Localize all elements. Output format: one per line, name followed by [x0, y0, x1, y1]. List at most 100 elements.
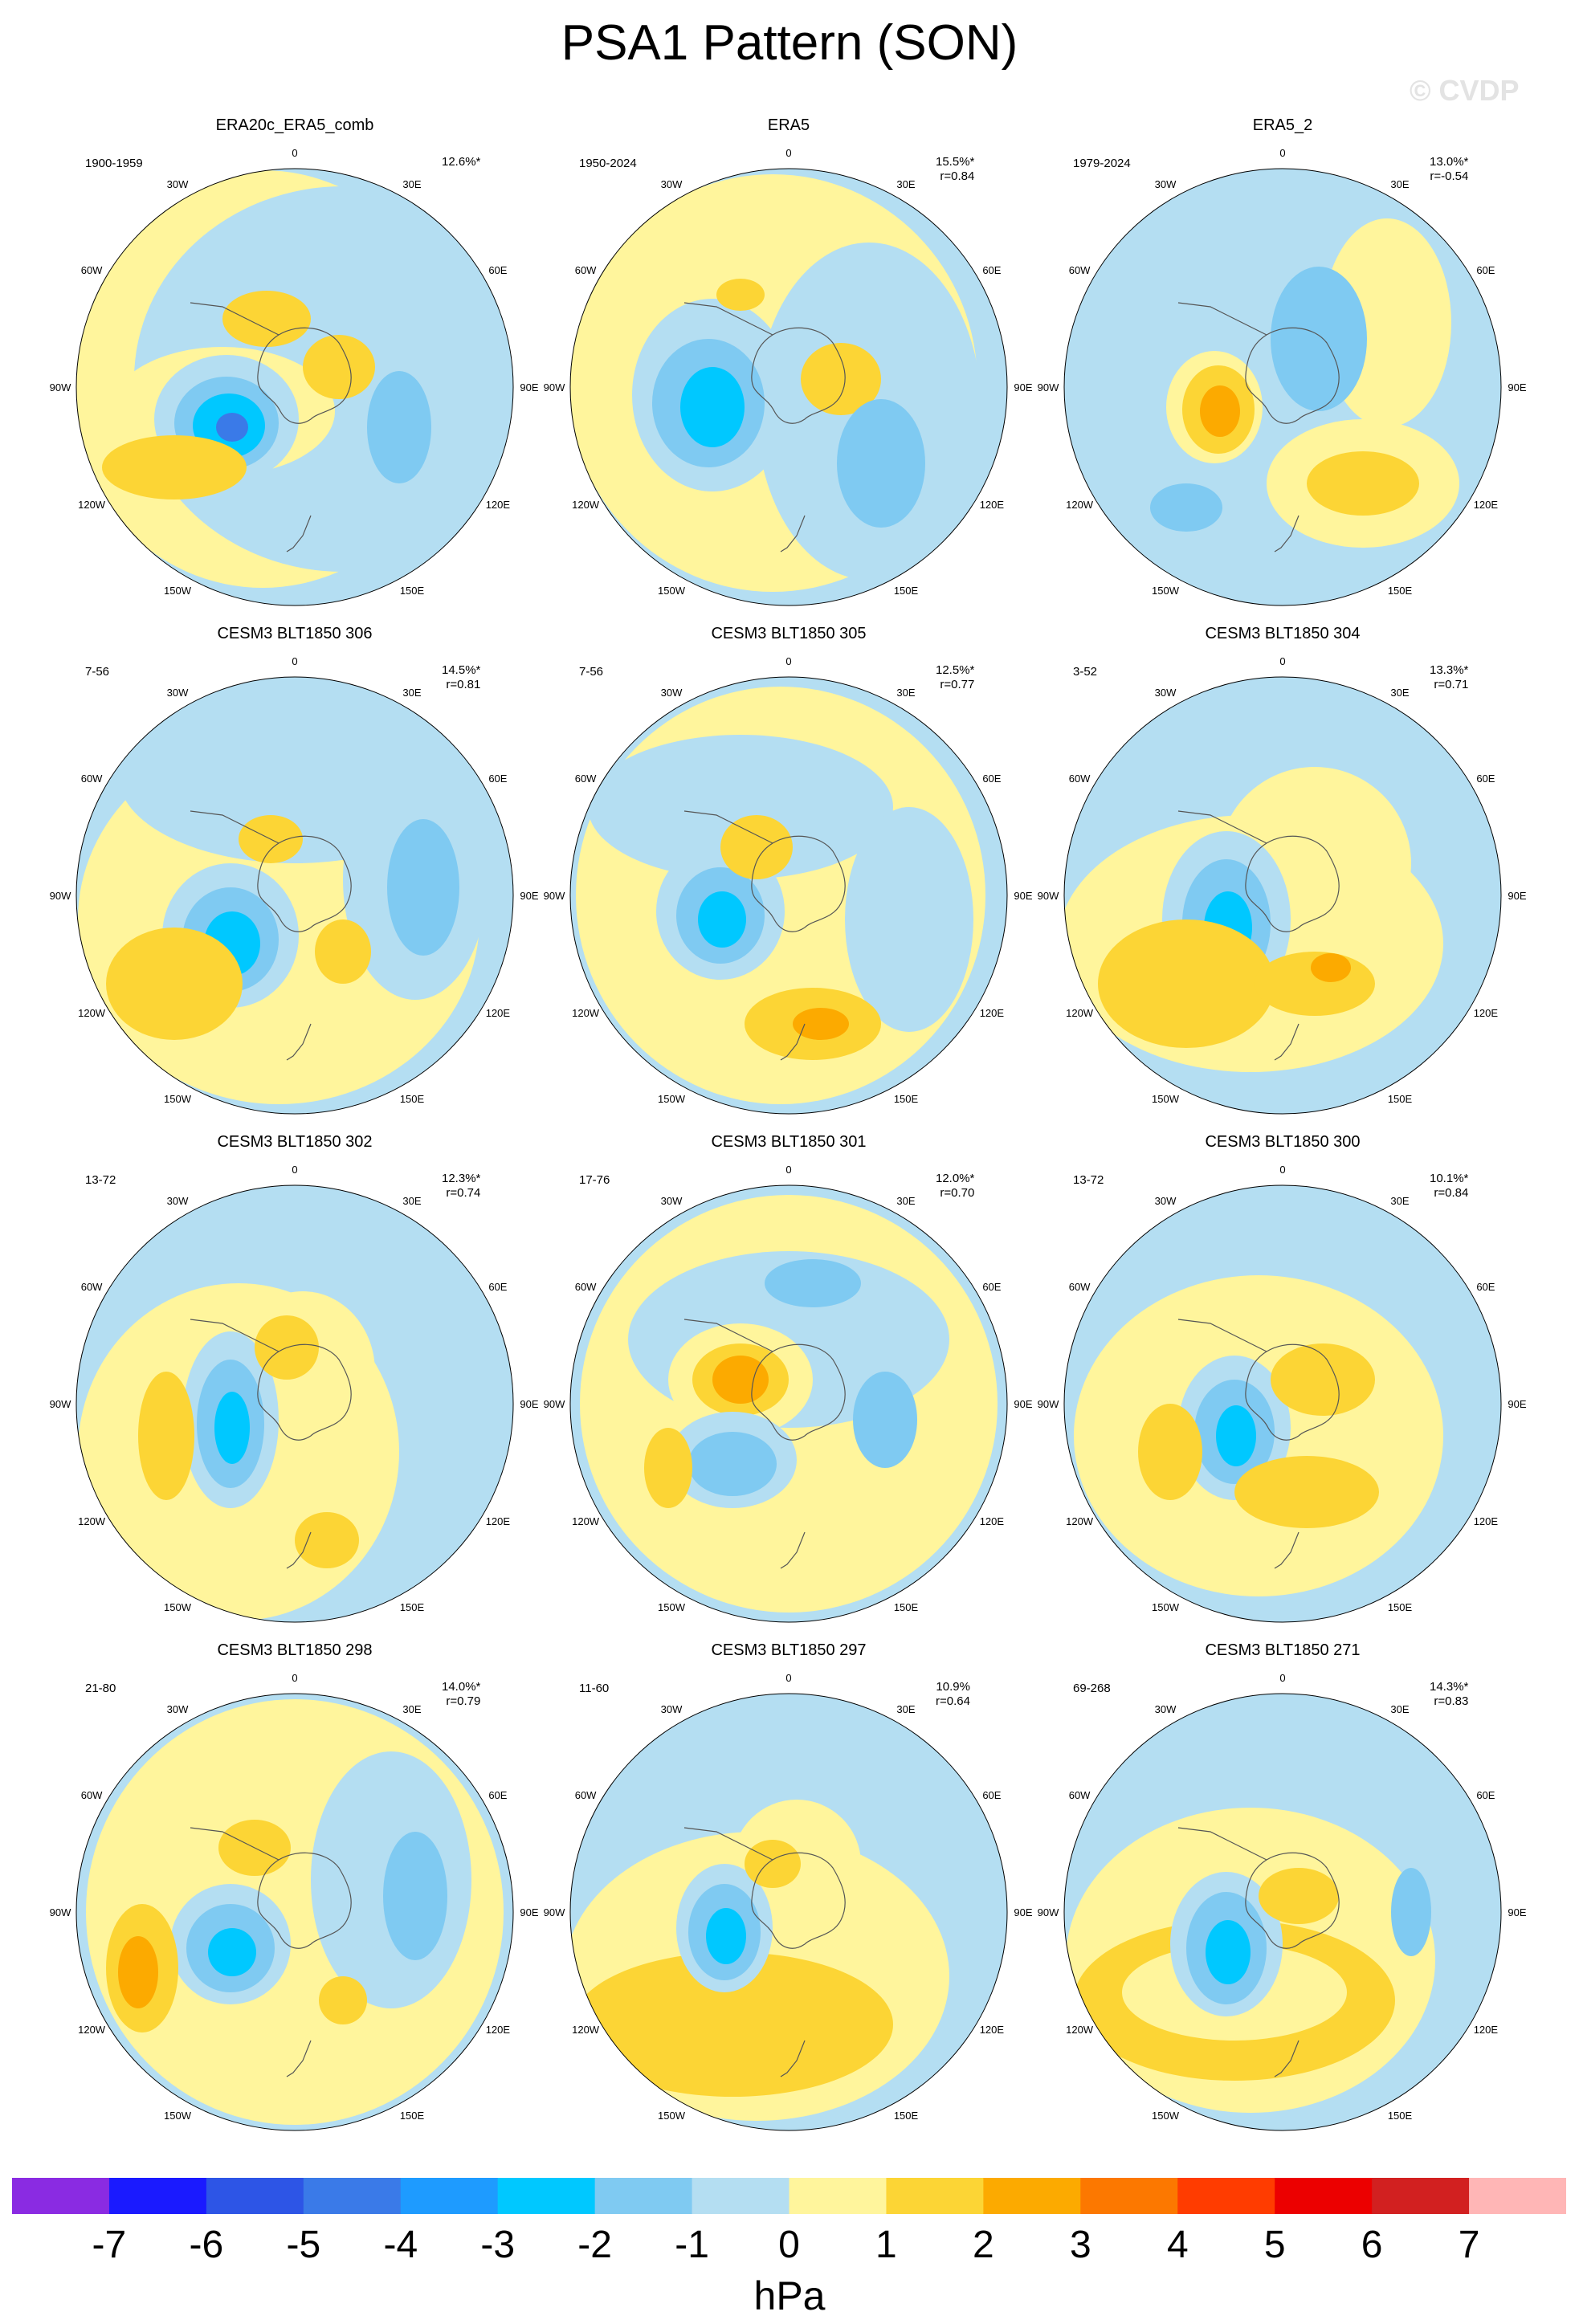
colorbar-swatch: [1177, 2178, 1275, 2214]
longitude-label: 30W: [661, 687, 683, 699]
new-zealand-coastline: [780, 1023, 806, 1061]
negative-anomaly-contour: [216, 413, 248, 442]
panel-period: 7-56: [85, 665, 110, 679]
positive-anomaly-contour: [138, 1372, 194, 1500]
peninsula-coastline: [190, 1319, 279, 1352]
panel-stats: 10.1%* r=0.84: [1430, 1172, 1468, 1201]
panel-period: 1979-2024: [1073, 157, 1131, 170]
panel-title: CESM3 BLT1850 304: [1205, 625, 1361, 642]
longitude-label: 120W: [572, 499, 600, 511]
longitude-label: 90W: [544, 1398, 565, 1410]
longitude-label: 120E: [980, 2024, 1005, 2036]
longitude-label: 0: [1279, 655, 1285, 667]
map-boundary: [1063, 1693, 1502, 2131]
longitude-label: 120E: [1474, 499, 1499, 511]
negative-anomaly-contour: [387, 819, 459, 956]
longitude-label: 90E: [1014, 1906, 1032, 1918]
panel-period: 17-76: [579, 1173, 610, 1187]
map-panel: 030E60E90E120E150E180150W120W90W60W30WER…: [542, 116, 1035, 606]
map-boundary: [1063, 168, 1502, 606]
positive-anomaly-contour: [801, 343, 881, 415]
positive-anomaly-contour: [1234, 1456, 1379, 1528]
peninsula-coastline: [1177, 810, 1267, 844]
colorbar-swatch: [594, 2178, 693, 2214]
longitude-label: 30W: [1155, 1703, 1177, 1715]
longitude-label: 30W: [167, 687, 189, 699]
longitude-label: 30E: [1390, 1195, 1409, 1207]
antarctica-coastline: [1245, 835, 1340, 932]
variance-explained: 13.0%*: [1430, 155, 1469, 169]
new-zealand-coastline: [780, 1531, 806, 1569]
pattern-correlation: r=0.84: [1434, 1186, 1469, 1200]
longitude-label: 60W: [575, 1789, 597, 1801]
longitude-label: 150E: [1388, 1093, 1413, 1105]
longitude-label: 0: [785, 1672, 791, 1684]
longitude-label: 120W: [78, 499, 106, 511]
map-boundary: [75, 1184, 514, 1623]
longitude-label: 60E: [488, 264, 507, 276]
longitude-label: 60W: [81, 1281, 103, 1293]
negative-anomaly-contour: [706, 1908, 746, 1964]
longitude-label: 90E: [1508, 381, 1526, 393]
map-panel: 030E60E90E120E150E180150W120W90W60W30WCE…: [542, 625, 1035, 1115]
longitude-label: 150E: [894, 2110, 919, 2122]
panel-stats: 14.0%* r=0.79: [442, 1680, 480, 1709]
variance-explained: 14.5%*: [442, 663, 481, 677]
new-zealand-coastline: [1274, 1531, 1300, 1569]
variance-explained: 10.1%*: [1430, 1172, 1469, 1185]
pattern-correlation: r=0.83: [1434, 1694, 1469, 1708]
pattern-correlation: r=0.84: [940, 169, 975, 183]
pattern-correlation: r=0.77: [940, 678, 975, 691]
negative-anomaly-contour: [680, 367, 745, 447]
antarctica-coastline: [1245, 1343, 1340, 1441]
positive-anomaly-contour: [118, 1936, 158, 2008]
longitude-label: 30W: [167, 178, 189, 190]
map-boundary: [569, 1184, 1008, 1623]
longitude-label: 0: [785, 147, 791, 159]
polar-map: 030E60E90E120E150E180150W120W90W60W30W: [50, 655, 539, 1115]
longitude-label: 120E: [1474, 1007, 1499, 1019]
longitude-label: 120E: [1474, 2024, 1499, 2036]
longitude-label: 90E: [520, 890, 538, 902]
panel-period: 3-52: [1073, 665, 1098, 679]
colorbar-tick-label: 7: [1458, 2224, 1480, 2266]
map-panel: 030E60E90E120E150E180150W120W90W60W30WCE…: [542, 1641, 1035, 2131]
map-boundary: [75, 676, 514, 1115]
colorbar-swatch: [1275, 2178, 1373, 2214]
longitude-label: 120W: [572, 1515, 600, 1527]
longitude-label: 150E: [1388, 585, 1413, 597]
longitude-label: 150W: [164, 1093, 192, 1105]
longitude-label: 120E: [980, 499, 1005, 511]
panel-title: CESM3 BLT1850 302: [217, 1133, 373, 1151]
positive-anomaly-contour: [720, 815, 793, 879]
positive-anomaly-contour: [572, 1952, 893, 2097]
longitude-label: 150W: [164, 1601, 192, 1613]
longitude-label: 150W: [658, 1093, 686, 1105]
longitude-label: 90W: [544, 381, 565, 393]
antarctica-coastline: [1245, 1852, 1340, 1949]
colorbar-swatch: [1372, 2178, 1470, 2214]
longitude-label: 60W: [1069, 1789, 1091, 1801]
longitude-label: 30E: [1390, 178, 1409, 190]
colorbar-swatch: [303, 2178, 402, 2214]
panel-period: 21-80: [85, 1682, 116, 1695]
polar-map: 030E60E90E120E150E180150W120W90W60W30W: [50, 147, 539, 606]
figure-title: PSA1 Pattern (SON): [561, 15, 1018, 71]
map-boundary: [569, 1693, 1008, 2131]
polar-map: 030E60E90E120E150E180150W120W90W60W30W: [544, 147, 1033, 606]
colorbar-tick-label: 2: [973, 2224, 994, 2266]
longitude-label: 30W: [167, 1703, 189, 1715]
antarctica-coastline: [257, 327, 352, 424]
panel-stats: 14.5%* r=0.81: [442, 663, 480, 692]
longitude-label: 60E: [982, 264, 1001, 276]
colorbar-swatch: [1469, 2178, 1566, 2214]
longitude-label: 90E: [1508, 1398, 1526, 1410]
positive-anomaly-contour: [295, 1512, 359, 1568]
longitude-label: 60W: [1069, 264, 1091, 276]
longitude-label: 150W: [1152, 1601, 1180, 1613]
longitude-label: 30W: [1155, 1195, 1177, 1207]
longitude-label: 60W: [81, 264, 103, 276]
longitude-label: 150E: [400, 2110, 425, 2122]
new-zealand-coastline: [1274, 2040, 1300, 2077]
negative-anomaly-contour: [853, 1372, 917, 1468]
